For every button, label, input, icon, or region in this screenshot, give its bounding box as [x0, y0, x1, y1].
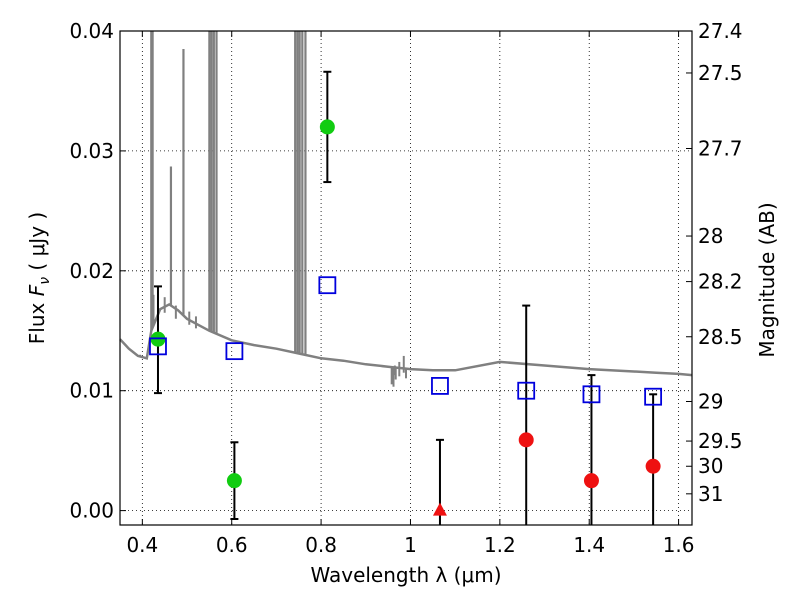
x-axis-label: Wavelength λ (μm): [310, 563, 501, 587]
model-photometry-point: [517, 381, 536, 400]
model-photometry-point: [225, 342, 244, 361]
plot-frame: [119, 30, 693, 526]
right-axis-tick-label: 28: [698, 224, 723, 248]
right-axis-tick-label: 27.7: [698, 137, 743, 161]
right-axis-label: Magnitude (AB): [755, 202, 779, 357]
y-tick-label: 0.03: [69, 139, 114, 163]
right-axis-tick-label: 31: [698, 482, 723, 506]
model-photometry-point: [582, 385, 601, 404]
data-point: [226, 473, 242, 489]
x-tick-label: 0.8: [305, 533, 337, 557]
y-tick-label: 0.00: [69, 499, 114, 523]
right-axis-tick-label: 29.5: [698, 429, 743, 453]
data-point-upper-limit: [432, 502, 447, 516]
y-tick-label: 0.02: [69, 259, 114, 283]
y-axis-label-subscript: ν: [37, 277, 53, 285]
x-tick-label: 1: [404, 533, 417, 557]
model-photometry-point: [431, 377, 449, 395]
right-axis-tick-label: 27.4: [698, 19, 743, 43]
x-tick-label: 0.4: [126, 533, 158, 557]
model-photometry-point: [318, 276, 337, 295]
data-point: [645, 458, 661, 474]
model-spectrum: [119, 31, 693, 387]
right-axis-tick-label: 27.5: [698, 61, 743, 85]
data-point: [583, 473, 599, 489]
model-continuum: [119, 302, 693, 377]
data-point: [518, 432, 534, 448]
y-axis-label-prefix: Flux: [25, 296, 49, 344]
x-tick-label: 1.2: [484, 533, 516, 557]
data-point: [319, 119, 335, 135]
model-photometry-point: [644, 387, 663, 406]
x-tick-label: 0.6: [216, 533, 248, 557]
y-axis-label-unit: ( μJy ): [25, 212, 49, 277]
right-axis-tick-label: 28.2: [698, 270, 743, 294]
model-photometry-point: [149, 337, 167, 356]
y-axis-label-symbol: F: [25, 284, 49, 296]
axis-ticks: 0.4 0.6 0.8 1 1.2 1.4 1.6 0.00 0.01 0.02 0.03 0.04 2…: [69, 19, 742, 557]
right-axis-tick-label: 30: [698, 454, 723, 478]
right-axis-tick-label: 28.5: [698, 325, 743, 349]
y-tick-label: 0.04: [69, 19, 114, 43]
x-tick-label: 1.4: [573, 533, 605, 557]
x-tick-label: 1.6: [663, 533, 695, 557]
data-markers: [149, 119, 663, 516]
right-axis-tick-label: 29: [698, 390, 723, 414]
y-tick-label: 0.01: [69, 379, 114, 403]
y-axis-label: Flux Fν ( μJy ): [25, 212, 53, 344]
